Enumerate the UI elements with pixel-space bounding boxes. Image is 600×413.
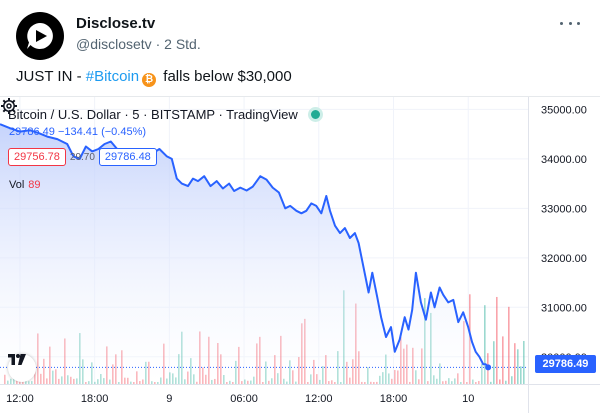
volume-bar bbox=[499, 379, 501, 384]
tweet-header: Disclose.tv @disclosetv · 2 Std. bbox=[16, 12, 584, 64]
bid-ask-row: 29756.78 29.70 29786.48 bbox=[8, 148, 157, 166]
chart-image[interactable]: 35000.00 34000.00 33000.00 32000.00 31000.00… bbox=[0, 96, 600, 413]
volume-bar bbox=[517, 349, 519, 384]
price-area-fill bbox=[0, 124, 489, 384]
volume-value: 89 bbox=[28, 179, 41, 191]
last-price-point bbox=[485, 364, 492, 371]
legend-last-price: 29786.49 bbox=[9, 126, 55, 138]
tweet-text: JUST IN - #Bitcoin ₿ falls below $30,000 bbox=[16, 68, 292, 87]
chart-title-row: Bitcoin / U.S. Dollar · 5 · BITSTAMP · T… bbox=[8, 107, 323, 122]
volume-bar bbox=[496, 296, 498, 384]
price-line bbox=[0, 123, 489, 368]
tradingview-logo-icon[interactable] bbox=[8, 354, 36, 382]
price-axis: 35000.00 34000.00 33000.00 32000.00 31000.00… bbox=[541, 104, 587, 363]
volume-label: Vol bbox=[9, 179, 25, 191]
legend-change: −134.41 (−0.45%) bbox=[57, 126, 147, 138]
author-handle[interactable]: @disclosetv bbox=[76, 36, 152, 52]
price-tick-label: 33000.00 bbox=[541, 203, 587, 215]
price-legend: 29786.49 −134.41 (−0.45%) bbox=[9, 126, 146, 138]
avatar[interactable] bbox=[16, 12, 64, 60]
market-status-dot-icon bbox=[307, 107, 323, 122]
time-tick-label: 10 bbox=[462, 393, 474, 405]
volume-bar bbox=[502, 336, 504, 384]
hashtag-link[interactable]: #Bitcoin bbox=[85, 68, 140, 85]
time-tick-label: 12:00 bbox=[6, 393, 34, 405]
author-handle-line: @disclosetv · 2 Std. bbox=[76, 36, 201, 52]
more-horizontal-icon[interactable] bbox=[560, 18, 580, 28]
volume-bar bbox=[523, 340, 525, 384]
time-tick-label: 9 bbox=[166, 393, 172, 405]
volume-bar bbox=[511, 376, 513, 384]
separator-dot: · bbox=[155, 36, 161, 52]
volume-bar bbox=[505, 380, 507, 384]
chart-title: Bitcoin / U.S. Dollar · 5 · BITSTAMP · T… bbox=[8, 107, 298, 122]
spread-value: 29.70 bbox=[69, 151, 95, 163]
volume-bar bbox=[508, 306, 510, 384]
volume-legend: Vol 89 bbox=[9, 179, 41, 191]
volume-bar bbox=[490, 381, 492, 384]
time-tick-label: 18:00 bbox=[81, 393, 109, 405]
time-tick-label: 18:00 bbox=[380, 393, 408, 405]
disclose-tv-logo-icon bbox=[27, 23, 53, 49]
volume-bar bbox=[514, 343, 516, 384]
volume-bar bbox=[520, 366, 522, 384]
bitcoin-emoji-icon: ₿ bbox=[142, 72, 157, 87]
author-name[interactable]: Disclose.tv bbox=[76, 15, 156, 32]
buy-price-button[interactable]: 29786.48 bbox=[98, 148, 157, 166]
price-tick-label: 31000.00 bbox=[541, 302, 587, 314]
time-tick-label: 12:00 bbox=[305, 393, 333, 405]
tweet-time[interactable]: 2 Std. bbox=[164, 36, 201, 52]
time-tick-label: 06:00 bbox=[230, 393, 258, 405]
price-tick-label: 32000.00 bbox=[541, 253, 587, 265]
gear-icon[interactable] bbox=[0, 97, 18, 115]
price-tick-label: 35000.00 bbox=[541, 104, 587, 116]
price-tick-label: 34000.00 bbox=[541, 154, 587, 166]
tweet-text-prefix: JUST IN - bbox=[16, 68, 86, 85]
tweet-text-suffix: falls below $30,000 bbox=[159, 68, 292, 85]
price-chart: 35000.00 34000.00 33000.00 32000.00 31000.00… bbox=[0, 97, 600, 413]
last-price-tag: 29786.49 bbox=[535, 355, 596, 373]
time-axis: 12:00 18:00 9 06:00 12:00 18:00 10 bbox=[6, 393, 474, 405]
sell-price-button[interactable]: 29756.78 bbox=[8, 148, 66, 166]
volume-bar bbox=[484, 305, 486, 384]
volume-bar bbox=[493, 341, 495, 384]
